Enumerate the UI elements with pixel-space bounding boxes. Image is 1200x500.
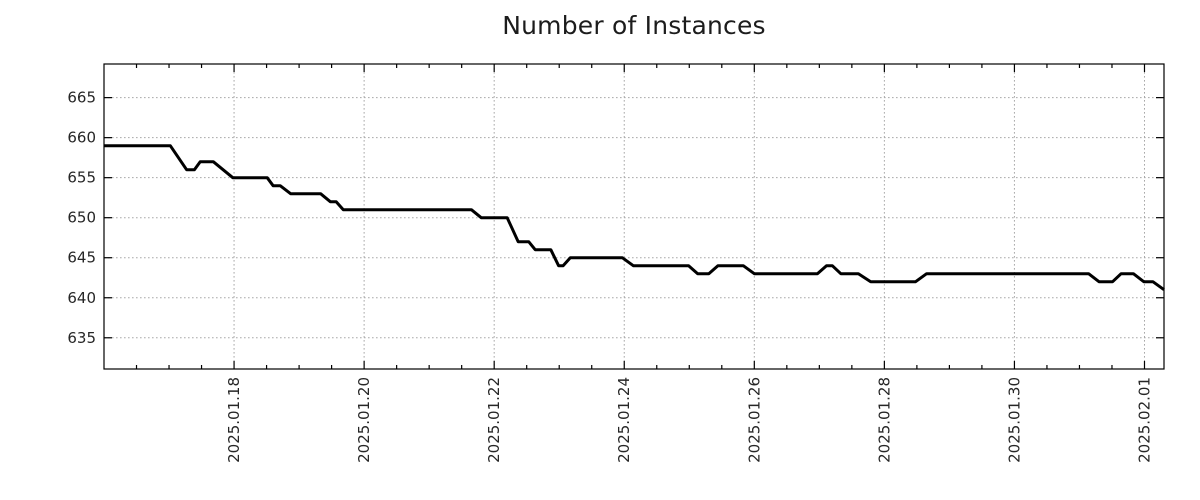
x-tick-label: 2025.02.01 [1135,377,1153,463]
y-tick-label: 640 [67,289,96,307]
x-tick-label: 2025.01.18 [225,377,243,463]
plot-frame [103,63,1165,370]
x-tick-label: 2025.01.28 [875,377,893,463]
y-tick-label: 635 [67,329,96,347]
y-tick-label: 650 [67,209,96,227]
y-tick-label: 660 [67,129,96,147]
chart-title: Number of Instances [502,11,766,40]
series-line [104,144,1165,291]
x-tick-label: 2025.01.22 [485,377,503,463]
x-tick-label: 2025.01.20 [355,377,373,463]
x-tick-label: 2025.01.26 [745,377,763,463]
y-tick-label: 645 [67,249,96,267]
x-tick-label: 2025.01.24 [615,377,633,463]
y-tick-label: 665 [67,89,96,107]
x-tick-label: 2025.01.30 [1005,377,1023,463]
y-tick-label: 655 [67,169,96,187]
